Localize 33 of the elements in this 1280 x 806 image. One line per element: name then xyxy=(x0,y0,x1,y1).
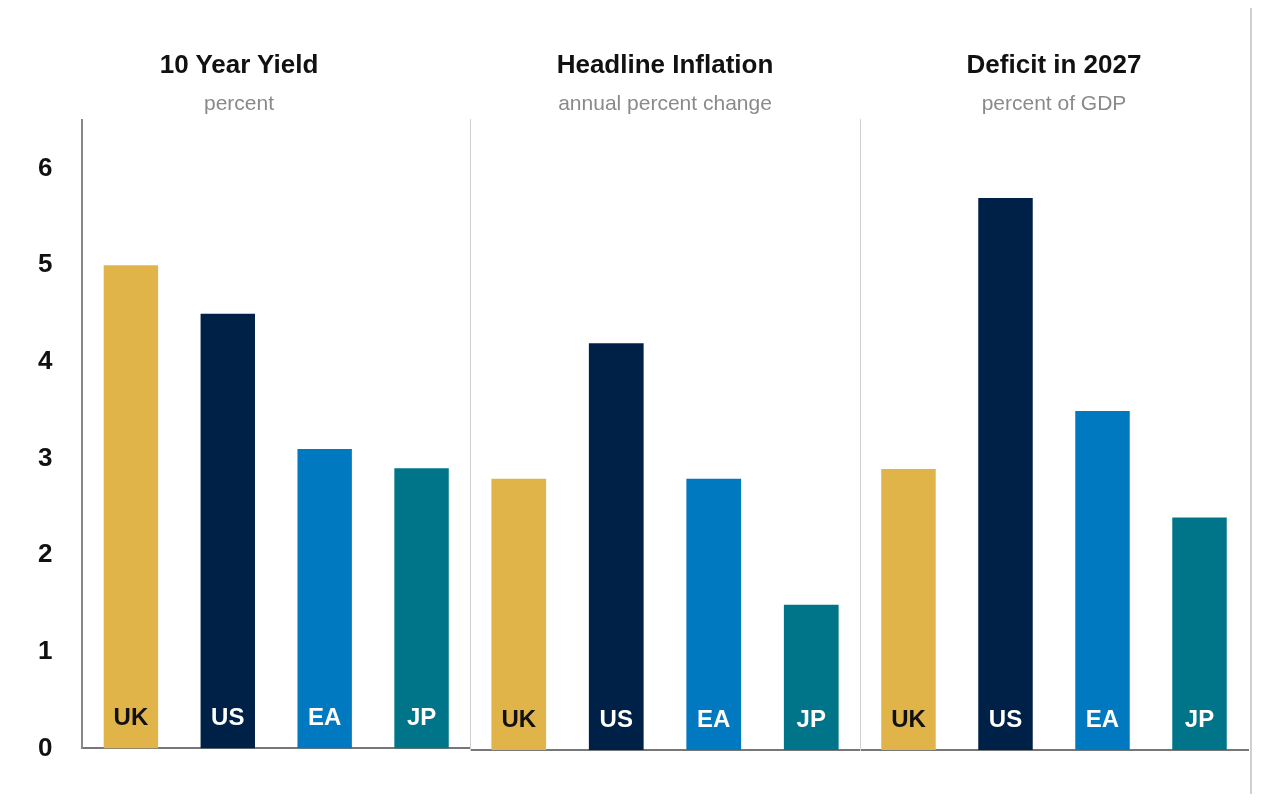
bar xyxy=(1075,410,1130,750)
y-tick-label: 6 xyxy=(37,151,53,182)
x-tick-label: JP xyxy=(406,703,437,731)
chart-title: Headline Inflation xyxy=(556,48,774,79)
x-tick-label: JP xyxy=(796,704,826,732)
bar xyxy=(1172,517,1227,750)
x-tick-label: EA xyxy=(1085,704,1120,732)
y-tick-label: 5 xyxy=(37,248,53,279)
x-tick-label: UK xyxy=(891,704,927,732)
y-tick-label: 1 xyxy=(37,634,53,665)
bar xyxy=(881,469,936,750)
x-tick-label: UK xyxy=(501,704,537,732)
chart-subtitle: percent of GDP xyxy=(981,90,1127,114)
chart-title: 10 Year Yield xyxy=(159,48,319,79)
chart-subtitle: annual percent change xyxy=(558,90,772,114)
y-tick-label: 3 xyxy=(37,441,53,472)
bar xyxy=(297,448,352,749)
bar xyxy=(978,197,1033,750)
chart-subtitle: percent xyxy=(203,90,275,114)
x-tick-label: EA xyxy=(308,703,342,731)
x-tick-label: JP xyxy=(1184,704,1215,732)
bar xyxy=(394,468,449,749)
x-tick-label: EA xyxy=(697,704,731,732)
y-tick-label: 2 xyxy=(37,538,53,569)
x-tick-label: US xyxy=(211,703,245,731)
x-tick-label: US xyxy=(988,704,1023,732)
x-tick-label: UK xyxy=(113,703,149,731)
bar xyxy=(200,313,255,749)
y-tick-label: 4 xyxy=(37,345,53,376)
y-tick-label: 0 xyxy=(37,731,53,762)
chart-title: Deficit in 2027 xyxy=(966,48,1142,79)
x-tick-label: US xyxy=(599,704,633,732)
bar xyxy=(103,265,159,749)
